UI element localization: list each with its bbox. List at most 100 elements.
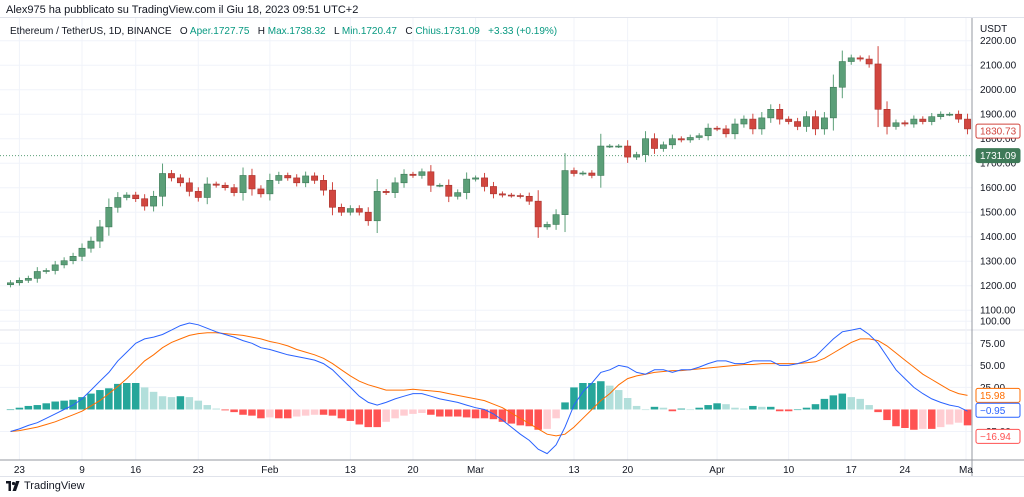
histogram-bar	[203, 405, 212, 410]
histogram-bar	[838, 393, 847, 410]
candle	[24, 275, 32, 283]
histogram-bar	[856, 398, 864, 410]
time-axis[interactable]: 23 9 16 23 Feb 13 20 Mar 13 20 Apr 10 17 24 Ma	[14, 465, 974, 476]
candle	[776, 103, 784, 125]
candle	[901, 120, 909, 127]
price-tick-label: 2000.00	[980, 85, 1017, 96]
candle	[221, 182, 229, 191]
macd-histogram	[6, 381, 972, 430]
candle-body	[266, 180, 274, 195]
high-value: Max.1738.32	[267, 26, 326, 37]
histogram-bar	[436, 409, 444, 417]
histogram-bar	[588, 383, 596, 410]
histogram-bar	[749, 405, 757, 410]
candle-body	[516, 195, 524, 197]
histogram-bar	[131, 383, 140, 410]
candle-body	[311, 175, 319, 181]
candle	[516, 193, 524, 199]
candle-body	[463, 178, 471, 193]
candle	[123, 192, 131, 201]
price-tick-label: 1800.00	[980, 134, 1017, 145]
candle-body	[686, 137, 694, 141]
candle-body	[597, 145, 605, 176]
candle-body	[481, 177, 488, 187]
histogram-bar	[570, 387, 578, 410]
price-tick-label: 1200.00	[980, 281, 1017, 292]
candle-body	[248, 175, 256, 190]
candle-body	[293, 177, 301, 184]
symbol-name[interactable]: Ethereum / TetherUS, 1D, BINANCE	[10, 26, 172, 37]
candle-body	[838, 61, 846, 88]
change-value: +3.33 (+0.19%)	[488, 26, 558, 37]
candle	[275, 171, 283, 185]
candle-body	[874, 63, 882, 110]
macd-badge: −0.95	[975, 402, 1021, 418]
candle	[722, 125, 730, 138]
candle	[883, 101, 891, 135]
candle-body	[436, 184, 444, 187]
histogram-bar	[901, 409, 909, 428]
candle-body	[302, 175, 310, 184]
hist-badge-box	[975, 428, 1021, 444]
chart-canvas[interactable]: 2200.00 2100.00 2000.00 1900.00 1800.00 1700.…	[0, 18, 1024, 477]
macd-tick-label: 100.00	[980, 317, 1011, 328]
histogram-bar	[427, 409, 435, 415]
candle-body	[946, 113, 954, 116]
candle-body	[105, 207, 113, 228]
candle-body	[24, 278, 32, 281]
histogram-bar	[829, 395, 838, 410]
chart-panel[interactable]: 2200.00 2100.00 2000.00 1900.00 1800.00 1700.…	[0, 17, 1024, 477]
time-tick-label: 13	[568, 465, 580, 476]
histogram-bar	[919, 409, 927, 429]
open-label: O	[179, 26, 188, 37]
candle-body	[284, 175, 292, 179]
time-tick-label: 17	[846, 465, 858, 476]
candle-body	[561, 170, 569, 215]
candle	[928, 112, 936, 126]
tradingview-logo[interactable]: TradingView	[6, 480, 85, 492]
prev-close-badge-box	[975, 123, 1021, 139]
candle-body	[695, 135, 703, 138]
histogram-bar	[248, 409, 256, 416]
candle-body	[606, 145, 614, 148]
time-tick-label: 9	[79, 465, 85, 476]
histogram-bar	[194, 400, 203, 410]
histogram-bar	[498, 409, 507, 422]
histogram-bar	[892, 409, 900, 427]
candle	[96, 219, 104, 249]
candle-body	[346, 208, 354, 213]
histogram-bar	[51, 401, 59, 410]
candle	[364, 207, 372, 226]
histogram-bar	[337, 409, 346, 419]
candle-body	[212, 183, 220, 186]
macd-line	[10, 322, 968, 455]
candle	[552, 209, 560, 230]
time-tick-label: 24	[899, 465, 911, 476]
histogram-bar	[292, 409, 301, 417]
histogram-bar	[668, 409, 677, 412]
candle-body	[114, 197, 122, 208]
candle-body	[96, 226, 104, 242]
histogram-bar	[561, 402, 569, 410]
candle	[794, 117, 802, 131]
candle-body	[865, 58, 873, 65]
histogram-bar	[453, 409, 462, 417]
histogram-bar	[328, 409, 337, 416]
candle	[624, 140, 632, 163]
candle-body	[490, 186, 497, 195]
macd-tick-label: 75.00	[980, 339, 1005, 350]
candle	[803, 111, 810, 132]
candle-body	[472, 177, 480, 180]
time-tick-label: 23	[14, 465, 26, 476]
candle-body	[812, 116, 819, 130]
histogram-bar	[212, 408, 220, 410]
histogram-bar	[945, 409, 954, 425]
candle-body	[525, 195, 533, 202]
macd-tick-label: 50.00	[980, 361, 1005, 372]
candle-body	[883, 109, 891, 127]
candle	[937, 111, 945, 120]
histogram-bar	[33, 405, 42, 410]
candle	[481, 172, 488, 192]
candle	[141, 194, 149, 211]
candle-body	[454, 192, 462, 197]
